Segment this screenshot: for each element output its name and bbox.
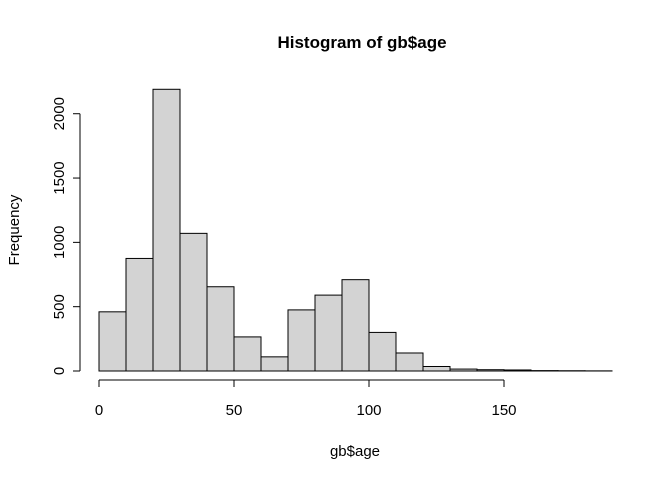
y-ticks: 0 500 1000 1500 2000 <box>51 97 80 375</box>
y-tick-label: 1500 <box>51 161 68 194</box>
y-tick-label: 2000 <box>51 97 68 130</box>
histogram-bar <box>125 257 154 372</box>
y-tick-label: 0 <box>51 367 68 375</box>
chart-title: Histogram of gb$age <box>277 33 446 52</box>
histogram-bar <box>179 232 208 372</box>
histogram-bar <box>287 309 316 372</box>
histogram-bar <box>476 369 505 372</box>
histogram-bar <box>503 369 532 372</box>
histogram-bar <box>422 365 451 372</box>
histogram-bar <box>98 311 127 372</box>
y-tick-label: 500 <box>51 294 68 319</box>
bars-group <box>98 88 613 372</box>
histogram-bar <box>260 356 289 372</box>
x-tick-label: 150 <box>491 402 516 419</box>
histogram-bar <box>395 352 424 372</box>
y-axis: 0 500 1000 1500 2000 <box>51 97 81 375</box>
x-axis: 0 50 100 150 <box>95 379 517 419</box>
histogram-bar <box>449 368 478 372</box>
histogram-bar <box>314 294 343 372</box>
histogram-bar <box>152 88 181 372</box>
x-tick-label: 100 <box>356 402 381 419</box>
histogram-bar <box>206 286 235 372</box>
y-tick-label: 1000 <box>51 226 68 259</box>
histogram-bar <box>368 331 397 372</box>
histogram-bar <box>341 279 370 372</box>
y-axis-label: Frequency <box>6 194 23 265</box>
x-ticks: 0 50 100 150 <box>95 380 517 419</box>
x-tick-label: 50 <box>226 402 243 419</box>
histogram-bar <box>233 336 262 372</box>
x-tick-label: 0 <box>95 402 103 419</box>
x-axis-label: gb$age <box>330 443 380 460</box>
